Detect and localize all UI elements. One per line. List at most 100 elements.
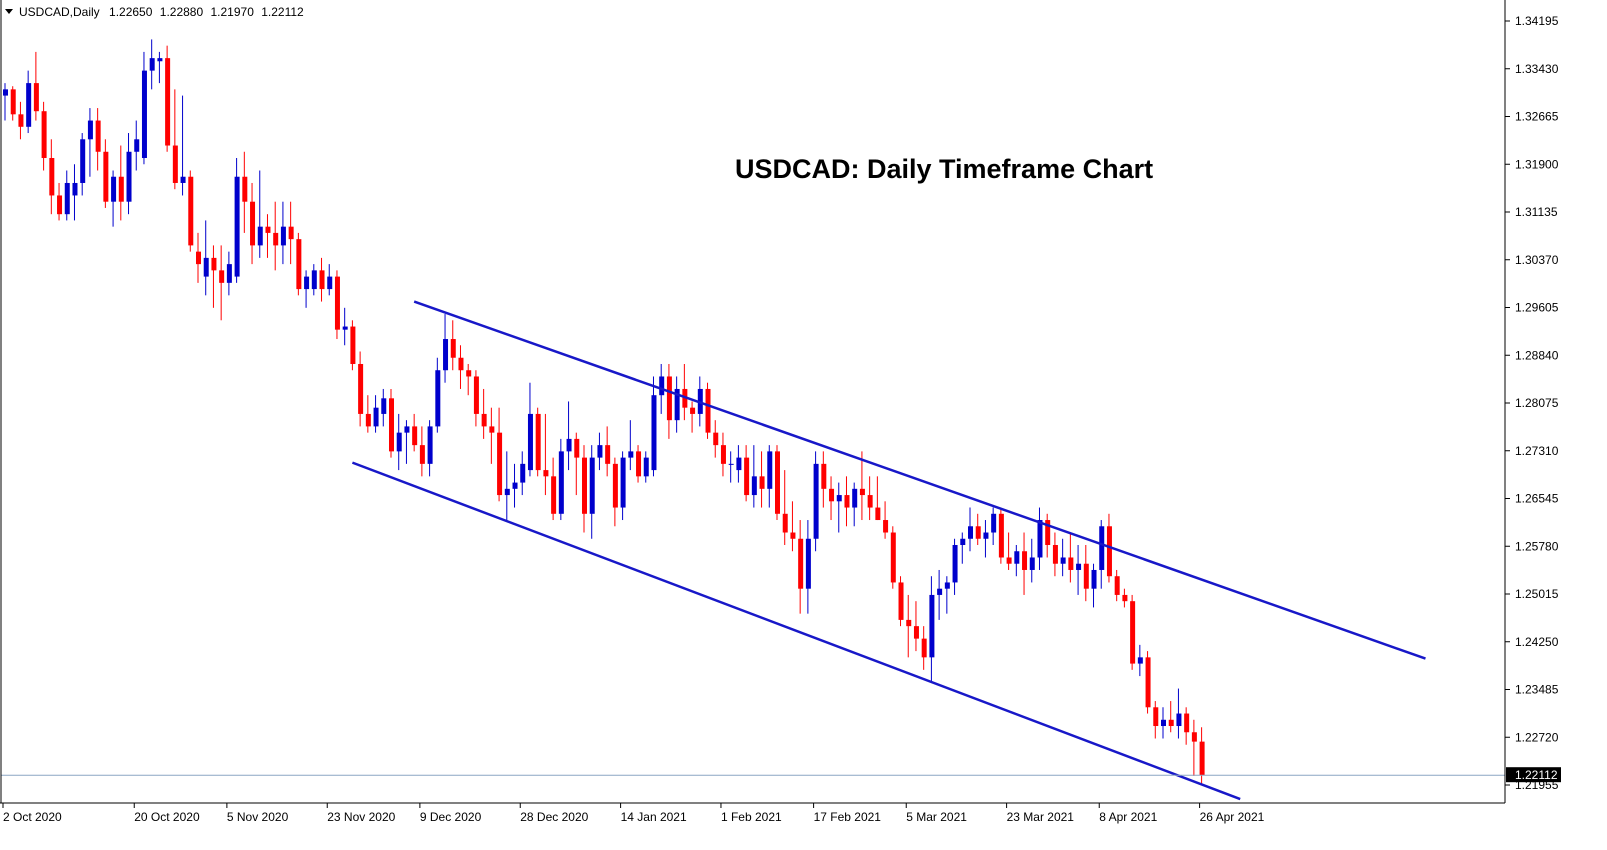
candle-body: [1176, 713, 1182, 727]
collapse-triangle-icon[interactable]: [5, 9, 13, 14]
candle-body: [759, 476, 765, 489]
candle: [157, 51, 163, 84]
y-tick-label: 1.31900: [1515, 157, 1559, 171]
candle-body: [713, 432, 719, 446]
candle-body: [1022, 551, 1028, 570]
candle-body: [543, 470, 549, 477]
candle: [1052, 532, 1058, 577]
current-price-label: 1.22112: [1515, 768, 1558, 782]
candle: [288, 201, 294, 265]
candle-body: [651, 395, 657, 471]
candle: [87, 108, 93, 177]
y-tick-label: 1.32665: [1515, 110, 1559, 124]
candle: [535, 407, 541, 477]
candle: [296, 232, 302, 296]
candle: [1145, 651, 1151, 714]
candle-body: [1045, 520, 1051, 546]
candle: [968, 507, 973, 552]
candle-body: [481, 413, 487, 427]
candle-body: [968, 526, 973, 539]
candle: [95, 108, 101, 171]
candle: [991, 507, 997, 546]
candle-body: [473, 376, 479, 414]
candle: [1022, 532, 1028, 595]
candle: [242, 151, 248, 233]
candle-body: [705, 388, 711, 433]
candle: [983, 520, 989, 558]
candle-body: [767, 451, 773, 489]
candle: [883, 501, 889, 539]
candle: [759, 451, 765, 508]
candles-group: [3, 39, 1205, 785]
candle-body: [1076, 563, 1082, 570]
candle-body: [18, 114, 24, 127]
candle: [705, 382, 711, 439]
candle-body: [1068, 557, 1074, 570]
candle-body: [890, 532, 896, 583]
candle-body: [57, 195, 63, 215]
candle: [1176, 688, 1182, 739]
candle: [597, 432, 603, 471]
candle: [80, 133, 86, 196]
candle: [512, 463, 518, 508]
x-tick-label: 14 Jan 2021: [621, 810, 687, 824]
candle-body: [1137, 657, 1143, 664]
candle-body: [612, 463, 618, 508]
x-tick-label: 9 Dec 2020: [420, 810, 482, 824]
candle-body: [744, 457, 750, 496]
candle: [396, 413, 402, 471]
candle-body: [775, 451, 780, 514]
candle: [450, 320, 456, 371]
channel-line-lower: [351, 461, 1241, 801]
candle-body: [1037, 520, 1043, 558]
candle-body: [690, 407, 696, 414]
candle: [844, 476, 850, 527]
x-tick-label: 2 Oct 2020: [3, 810, 62, 824]
candle-body: [450, 339, 456, 358]
candle-body: [751, 476, 757, 496]
candle: [1037, 507, 1043, 570]
candle: [26, 70, 32, 134]
candle: [389, 388, 394, 458]
candle: [219, 245, 225, 321]
candle-body: [605, 445, 611, 464]
candle-body: [883, 520, 889, 533]
candle-body: [134, 139, 140, 152]
candle-body: [798, 538, 804, 589]
x-tick-label: 26 Apr 2021: [1200, 810, 1265, 824]
candle-body: [257, 226, 263, 246]
candle: [875, 476, 881, 521]
candle: [852, 482, 858, 527]
candle: [165, 45, 171, 152]
candle: [1122, 588, 1128, 608]
candle-body: [419, 445, 425, 464]
candle-body: [1091, 569, 1097, 589]
candle-body: [582, 457, 587, 514]
candle: [543, 413, 549, 496]
candle: [589, 445, 595, 539]
candle-body: [1014, 551, 1020, 564]
candle-body: [1199, 741, 1205, 776]
candle-body: [937, 588, 943, 595]
candle-body: [103, 151, 109, 202]
candle-body: [211, 257, 217, 271]
candle: [180, 95, 186, 196]
candle: [141, 51, 147, 165]
candle-body: [805, 538, 811, 589]
candle-body: [319, 270, 325, 290]
candle-body: [381, 398, 387, 414]
candle-body: [589, 457, 595, 514]
candle-body: [628, 451, 634, 458]
candle: [1199, 727, 1205, 785]
candle-body: [466, 370, 472, 377]
candle-body: [365, 413, 371, 427]
candle: [311, 264, 317, 296]
candle: [373, 395, 379, 433]
candle: [520, 451, 526, 496]
candle-body: [558, 451, 564, 514]
candle-body: [219, 270, 225, 283]
x-tick-label: 1 Feb 2021: [721, 810, 782, 824]
candle-body: [1099, 526, 1105, 570]
candle: [473, 370, 479, 427]
